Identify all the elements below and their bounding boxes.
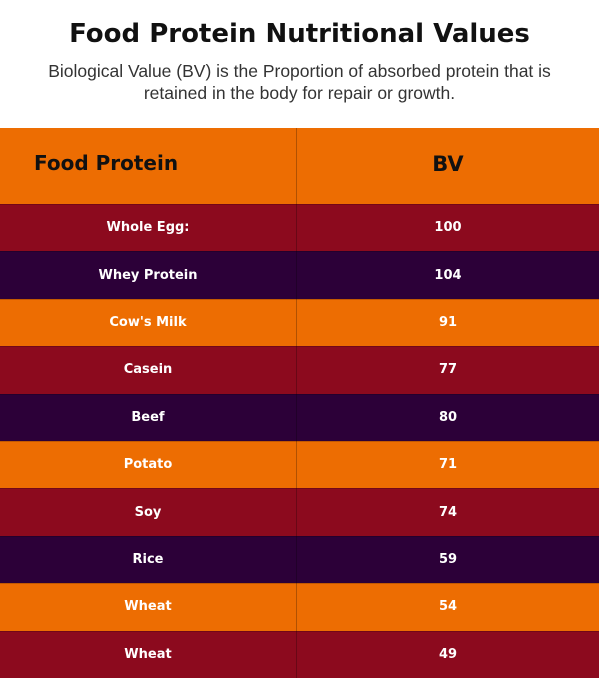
bv-value-cell: 77 bbox=[296, 346, 599, 394]
table-row: Wheat 49 bbox=[0, 630, 599, 678]
food-name-cell: Whole Egg: bbox=[106, 220, 190, 236]
food-name-cell: Potato bbox=[123, 457, 173, 473]
row-divider bbox=[0, 535, 599, 537]
table-row: Rice 59 bbox=[0, 535, 599, 584]
page-subtitle: Biological Value (BV) is the Proportion … bbox=[48, 61, 551, 103]
table-row: Potato 71 bbox=[0, 441, 599, 489]
food-name-cell: Wheat bbox=[124, 599, 172, 615]
row-divider bbox=[0, 630, 599, 632]
page-title: Food Protein Nutritional Values bbox=[69, 19, 530, 49]
table-header-row: Food Protein BV bbox=[0, 128, 599, 204]
food-name-cell: Wheat bbox=[124, 646, 172, 662]
food-name-cell: Casein bbox=[123, 362, 173, 378]
food-name-cell: Beef bbox=[131, 409, 165, 425]
bv-value-cell: 74 bbox=[296, 488, 599, 536]
bv-value-cell: 91 bbox=[296, 298, 599, 347]
table-row: Cow's Milk 91 bbox=[0, 298, 599, 347]
row-divider bbox=[0, 346, 599, 348]
bv-value-cell: 49 bbox=[296, 630, 599, 678]
bv-value-cell: 104 bbox=[296, 251, 599, 299]
protein-table: Food Protein BV Whole Egg: 100 Whey Protei… bbox=[0, 128, 599, 678]
table-row: Whey Protein 104 bbox=[0, 251, 599, 299]
table-row: Wheat 54 bbox=[0, 583, 599, 631]
bv-value-cell: 71 bbox=[296, 441, 599, 489]
table-row: Soy 74 bbox=[0, 488, 599, 536]
row-divider bbox=[0, 441, 599, 442]
bv-value-cell: 59 bbox=[296, 535, 599, 584]
bv-value-cell: 100 bbox=[296, 204, 599, 252]
food-name-cell: Cow's Milk bbox=[109, 314, 187, 330]
food-name-cell: Rice bbox=[132, 551, 164, 567]
header: Food Protein Nutritional Values Biologic… bbox=[0, 0, 599, 128]
table-row: Beef 80 bbox=[0, 393, 599, 441]
row-divider bbox=[0, 204, 599, 205]
row-divider bbox=[0, 583, 599, 585]
column-header-bv: BV bbox=[296, 128, 599, 204]
row-divider bbox=[0, 251, 599, 253]
table-row: Casein 77 bbox=[0, 346, 599, 394]
row-divider bbox=[0, 298, 599, 300]
bv-value-cell: 80 bbox=[296, 393, 599, 441]
food-name-cell: Soy bbox=[134, 504, 162, 520]
row-divider bbox=[0, 393, 599, 395]
food-name-cell: Whey Protein bbox=[98, 267, 198, 283]
row-divider bbox=[0, 488, 599, 490]
bv-value-cell: 54 bbox=[296, 583, 599, 631]
table-row: Whole Egg: 100 bbox=[0, 204, 599, 252]
column-header-food-protein: Food Protein bbox=[34, 151, 179, 175]
